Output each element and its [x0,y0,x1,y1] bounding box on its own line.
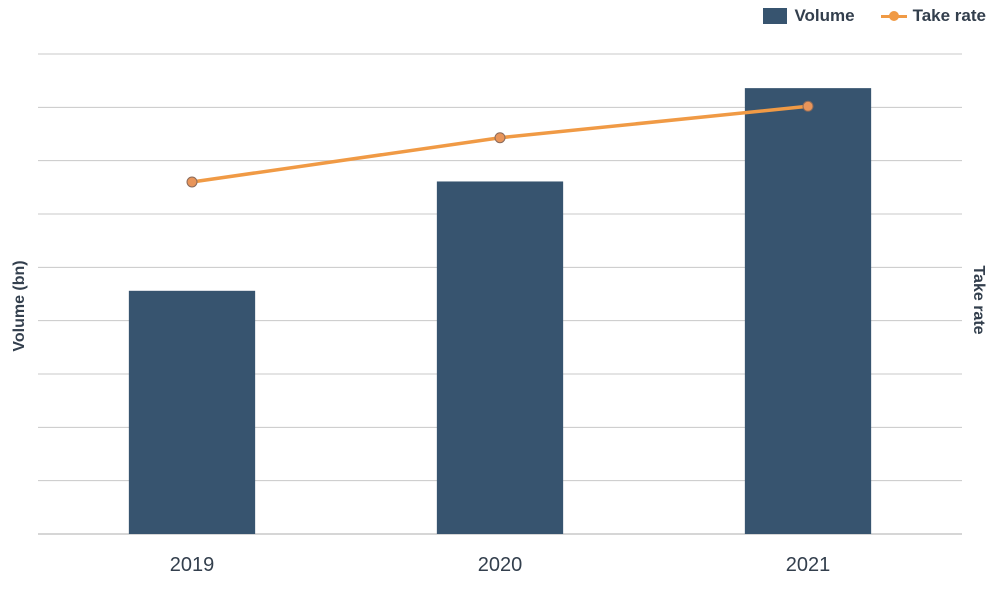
y-axis-right-title: Take rate [970,265,987,335]
take-rate-line [191,104,809,184]
x-axis-tick-labels: 2019 2020 2021 [170,554,831,576]
bar-volume-2019 [128,290,256,534]
y-axis-left-title: Volume (bn) [11,260,28,352]
legend-item-volume: Volume [763,6,855,26]
point-take-rate-2021 [802,100,814,112]
legend-label-volume: Volume [794,6,855,25]
legend-swatch-take-rate [880,8,907,24]
bar-volume-2020 [436,181,564,534]
bar-series-volume [128,88,872,534]
point-take-rate-2019 [186,176,198,188]
x-tick-label-2020: 2020 [478,554,523,576]
legend: Volume Take rate [737,6,986,26]
bar-volume-2021 [744,88,872,534]
legend-swatch-volume [763,8,788,24]
legend-label-take-rate: Take rate [912,6,986,25]
x-tick-label-2019: 2019 [170,554,215,576]
line-series-take-rate [186,100,814,188]
point-take-rate-2020 [494,132,506,144]
x-tick-label-2021: 2021 [786,554,831,576]
legend-item-take-rate: Take rate [880,6,986,26]
